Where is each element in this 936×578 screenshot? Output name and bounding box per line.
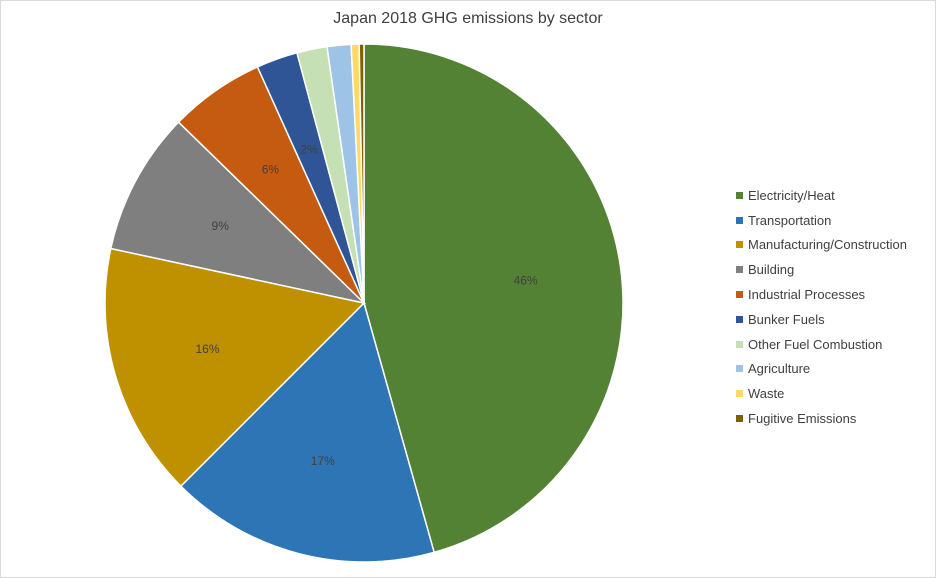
legend-item-building: Building [736,257,907,282]
legend-label: Electricity/Heat [748,187,835,203]
legend-swatch [736,191,743,199]
data-label-manufacturing-construction: 16% [195,342,219,356]
data-label-transportation: 17% [311,454,335,468]
legend-label: Building [748,262,795,278]
legend-swatch [736,266,743,274]
legend-swatch [736,315,743,323]
legend-swatch [736,415,743,423]
legend-item-agriculture: Agriculture [736,357,907,382]
legend-swatch [736,365,743,373]
pie-slice-electricity-heat [363,43,624,554]
chart-title: Japan 2018 GHG emissions by sector [333,10,603,27]
legend-label: Waste [748,386,785,402]
legend-label: Other Fuel Combustion [748,336,883,352]
legend: Electricity/Heat Transportation Manufactur… [736,183,907,431]
legend-swatch [736,241,743,249]
legend-item-industrial-processes: Industrial Processes [736,282,907,307]
legend-label: Manufacturing/Construction [748,237,907,253]
legend-swatch [736,390,743,398]
legend-item-waste: Waste [736,381,907,406]
legend-swatch [736,291,743,299]
data-label-electricity-heat: 46% [514,274,538,288]
legend-item-fugitive-emissions: Fugitive Emissions [736,406,907,431]
legend-swatch [736,216,743,224]
legend-label: Transportation [748,212,832,228]
legend-label: Agriculture [748,361,811,377]
legend-item-other-fuel-combustion: Other Fuel Combustion [736,332,907,357]
pie-slice-manufacturing-construction [104,247,366,488]
legend-item-electricity-heat: Electricity/Heat [736,183,907,208]
data-label-bunker-fuels: 2% [300,142,318,156]
data-label-industrial-processes: 6% [262,162,280,176]
data-label-building: 9% [212,219,230,233]
legend-label: Fugitive Emissions [748,411,857,427]
legend-item-transportation: Transportation [736,208,907,233]
legend-item-bunker-fuels: Bunker Fuels [736,307,907,332]
legend-item-manufacturing-construction: Manufacturing/Construction [736,233,907,258]
pie-slice-building [109,121,367,305]
legend-label: Bunker Fuels [748,311,825,327]
pie-slice-transportation [179,301,436,563]
legend-swatch [736,340,743,348]
pie-slice-fugitive-emissions [358,43,365,304]
legend-label: Industrial Processes [748,287,866,303]
